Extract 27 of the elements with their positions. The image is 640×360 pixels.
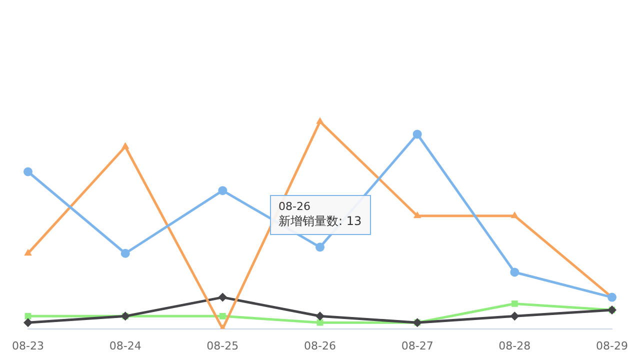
x-tick-label: 08-23 [12,339,44,352]
point [511,300,518,307]
point [24,248,32,256]
x-tick-label: 08-25 [206,339,239,352]
point [24,318,32,328]
point [412,130,422,139]
point [121,142,130,149]
x-tick-label: 08-28 [498,339,531,352]
point [316,242,324,252]
point [24,167,32,176]
point [218,186,228,196]
x-tick-label: 08-24 [109,339,142,352]
x-tick-label: 08-26 [304,339,336,352]
point [510,268,520,277]
point [316,312,324,321]
annotation: 08-26 新增销量数: 13 [278,200,362,230]
point [120,248,130,258]
x-tick-label: 08-29 [596,339,628,352]
point [413,211,422,218]
point [219,312,226,320]
point [510,312,520,321]
point [316,319,324,326]
point [316,117,324,124]
point [218,292,228,302]
x-tick-label: 08-27 [401,339,434,352]
point [24,312,32,320]
point [510,211,519,218]
